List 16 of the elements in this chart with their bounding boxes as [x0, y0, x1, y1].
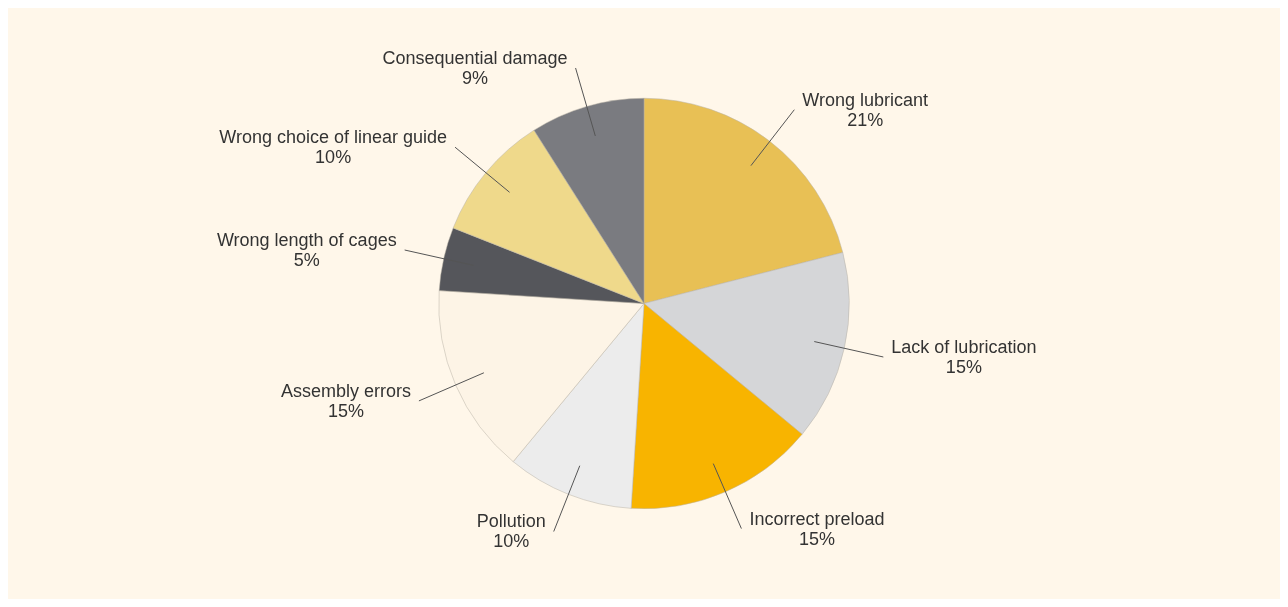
data-label: 9%: [462, 67, 489, 88]
data-label: 15%: [945, 356, 982, 377]
slice-label: Lack of lubrication: [891, 336, 1037, 357]
data-label: 10%: [493, 531, 530, 552]
slice-label: Consequential damage: [382, 47, 568, 68]
data-label: 10%: [315, 147, 352, 168]
data-label: 5%: [293, 249, 320, 270]
data-label: 15%: [327, 400, 364, 421]
slice-label: Wrong lubricant: [802, 89, 929, 110]
slice-label: Wrong length of cages: [216, 229, 397, 250]
data-label: 15%: [798, 528, 835, 549]
slice-label: Assembly errors: [280, 380, 411, 401]
slice-label: Wrong choice of linear guide: [219, 127, 448, 148]
data-label: 21%: [847, 109, 884, 130]
slice-label: Pollution: [476, 511, 546, 532]
slice-label: Incorrect preload: [749, 508, 885, 529]
